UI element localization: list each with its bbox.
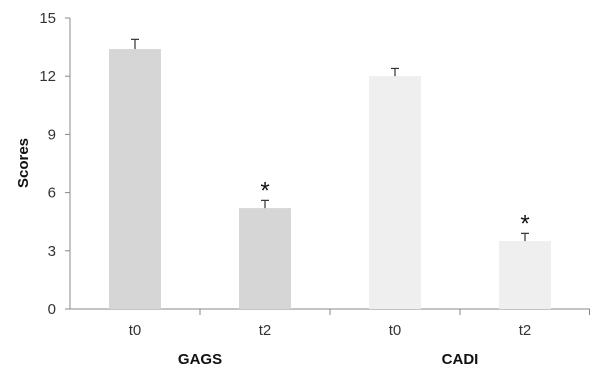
bar — [499, 241, 551, 309]
labels: t0 * t2 GAGS t0 * t2 CADI — [129, 177, 532, 368]
y-ticks: 0 3 6 9 12 15 — [39, 10, 70, 318]
y-tick-label: 9 — [48, 126, 56, 143]
y-tick-label: 12 — [39, 68, 56, 85]
x-tick-label: t2 — [519, 322, 532, 339]
y-axis-label: Scores — [15, 138, 32, 188]
y-tick-label: 0 — [48, 301, 56, 318]
x-tick-label: t2 — [259, 322, 272, 339]
y-tick-label: 3 — [48, 243, 56, 260]
bar — [369, 76, 421, 309]
bar — [239, 208, 291, 309]
bar — [109, 49, 161, 309]
group-label: CADI — [442, 351, 479, 368]
significance-marker: * — [520, 210, 529, 237]
x-ticks — [199, 309, 590, 315]
x-tick-label: t0 — [389, 322, 402, 339]
group-label: GAGS — [178, 351, 222, 368]
bars — [109, 38, 551, 309]
y-tick-label: 6 — [48, 185, 56, 202]
significance-marker: * — [260, 177, 269, 204]
y-tick-label: 15 — [39, 10, 56, 27]
x-tick-label: t0 — [129, 322, 142, 339]
